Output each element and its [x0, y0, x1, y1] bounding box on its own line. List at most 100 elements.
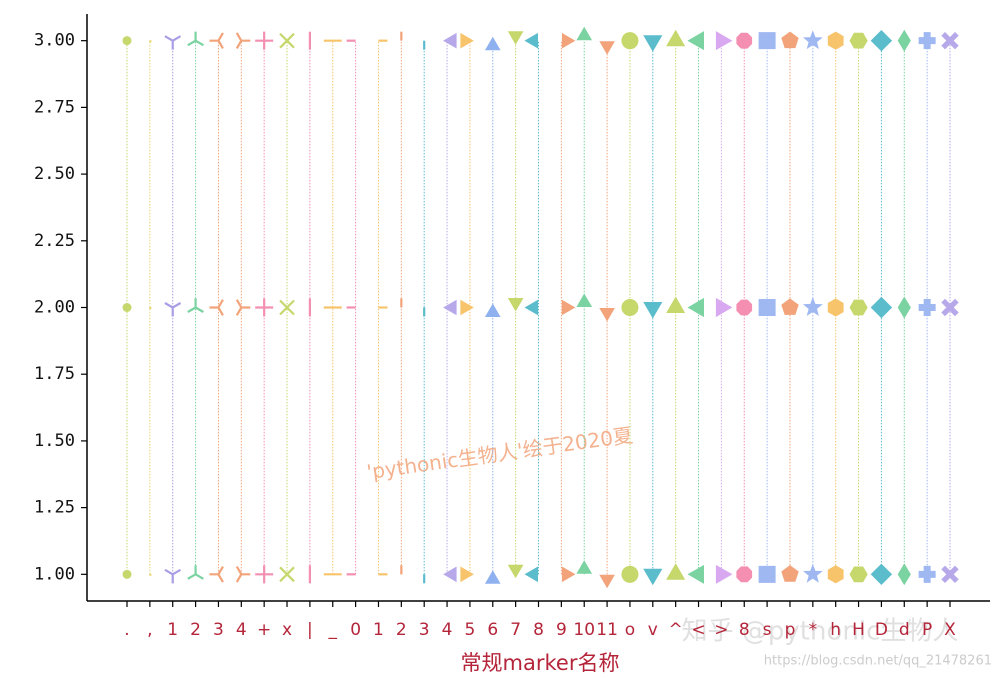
marker: [736, 32, 753, 49]
marker: [687, 297, 704, 318]
marker: [255, 565, 274, 584]
x-axis-label: 常规marker名称: [461, 651, 620, 675]
marker: [849, 32, 868, 49]
x-tick-label: 4: [442, 620, 453, 640]
x-tick-label: 0: [350, 620, 361, 640]
y-tick-label: 1.25: [34, 498, 75, 518]
x-tick-label: 8: [533, 620, 544, 640]
marker: [781, 298, 799, 315]
marker: [715, 564, 733, 584]
marker: [484, 303, 501, 317]
marker: [576, 26, 593, 41]
x-tick-label: x: [282, 620, 292, 640]
marker: [643, 302, 663, 319]
watermark: 知乎 @pythonic生物人: [682, 617, 959, 647]
marker: [918, 32, 936, 50]
marker: [443, 566, 457, 583]
marker: [781, 565, 799, 582]
marker: [209, 299, 224, 316]
marker: [849, 566, 868, 583]
marker: [599, 574, 615, 589]
marker: [870, 563, 893, 586]
watermark: https://blog.csdn.net/qq_21478261: [764, 654, 992, 669]
marker: [802, 30, 823, 50]
marker: [827, 565, 844, 584]
marker: [941, 565, 959, 584]
marker: [524, 32, 538, 49]
marker: [758, 32, 776, 50]
marker: [524, 566, 538, 583]
marker: [507, 298, 524, 312]
x-tick-label: 4: [236, 620, 247, 640]
marker: [279, 299, 295, 316]
marker: [255, 298, 274, 317]
marker: [687, 564, 704, 584]
marker: [643, 568, 663, 586]
marker: [507, 31, 524, 45]
x-tick-label: 7: [510, 620, 521, 640]
marker: [460, 566, 474, 583]
y-tick-label: 2.75: [34, 97, 75, 117]
watermark: 'pythonic生物人'绘于2020夏: [365, 423, 634, 484]
marker: [484, 36, 501, 51]
marker: [781, 31, 799, 49]
marker: [443, 299, 457, 316]
marker: [561, 32, 576, 49]
x-tick-label: .: [124, 620, 129, 640]
marker: [941, 31, 959, 50]
x-tick-label: 3: [419, 620, 430, 640]
marker: [164, 35, 182, 50]
x-tick-label: v: [648, 620, 658, 640]
x-tick-label: *: [809, 620, 818, 640]
x-tick-label: 11: [596, 620, 618, 640]
marker: [599, 308, 615, 322]
marker: [235, 565, 251, 583]
x-tick-label: h: [830, 620, 841, 640]
marker: [918, 299, 936, 316]
x-tick-label: _: [328, 620, 338, 640]
marker: [122, 303, 132, 312]
marker: [235, 32, 251, 50]
marker: [164, 568, 182, 584]
x-tick-label: 6: [487, 620, 498, 640]
marker: [279, 32, 295, 49]
marker: [758, 299, 776, 316]
marker: [897, 296, 911, 319]
marker: [187, 565, 204, 580]
y-tick-label: 3.00: [34, 31, 75, 51]
x-tick-label: 10: [573, 620, 595, 640]
x-tick-label: 8: [739, 620, 750, 640]
marker: [599, 41, 615, 55]
x-tick-label: ^: [669, 620, 683, 640]
y-tick-label: 2.25: [34, 231, 75, 251]
marker: [122, 36, 132, 46]
marker: [621, 299, 639, 316]
marker: [149, 307, 152, 309]
marker: [255, 31, 274, 50]
marker: [621, 565, 639, 583]
y-tick-label: 2.50: [34, 164, 75, 184]
x-tick-label: d: [899, 620, 910, 640]
marker: [524, 299, 538, 316]
marker: [164, 302, 182, 317]
x-tick-label: p: [785, 620, 796, 640]
marker: [122, 569, 132, 579]
x-tick-label: 2: [396, 620, 407, 640]
marker: [187, 298, 204, 313]
x-tick-label: H: [852, 620, 865, 640]
marker: [758, 565, 776, 583]
marker: [918, 565, 936, 583]
marker: [870, 29, 893, 52]
marker: [576, 293, 593, 307]
x-tick-label: o: [625, 620, 635, 640]
marker: [736, 566, 753, 583]
marker: [736, 299, 753, 316]
marker: [576, 560, 593, 574]
marker: [897, 563, 911, 586]
x-tick-label: ,: [147, 620, 152, 640]
marker: [460, 299, 474, 316]
marker: [484, 570, 501, 584]
marker: [149, 573, 152, 576]
x-tick-label: 2: [190, 620, 201, 640]
marker: [941, 298, 959, 317]
